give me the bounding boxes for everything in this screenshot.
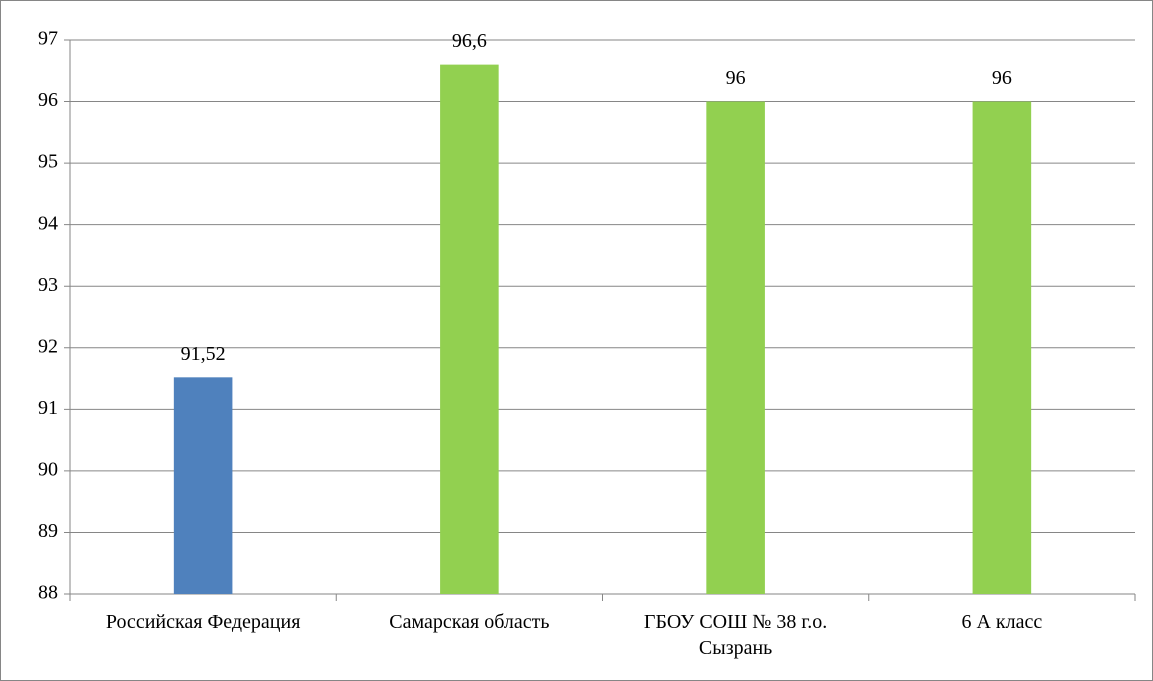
bar — [440, 64, 499, 595]
bar — [706, 101, 765, 595]
x-tick-label: 6 А класс — [961, 611, 1043, 633]
y-tick-label: 95 — [38, 151, 58, 173]
x-tick-label: Самарская область — [389, 611, 550, 633]
bar — [972, 101, 1032, 595]
y-tick-label: 90 — [38, 458, 58, 480]
bar — [173, 377, 233, 594]
y-tick-label: 97 — [38, 28, 58, 50]
y-tick-label: 89 — [38, 520, 58, 542]
y-tick-label: 93 — [38, 274, 58, 296]
x-tick-label: ГБОУ СОШ № 38 г.о. Сызрань — [643, 611, 828, 659]
data-label: 91,52 — [181, 343, 226, 365]
y-tick-label: 94 — [38, 212, 58, 234]
y-tick-label: 96 — [38, 89, 58, 111]
y-tick-label: 91 — [38, 397, 58, 419]
y-tick-label: 92 — [38, 335, 58, 357]
data-label: 96 — [726, 67, 746, 89]
x-tick-label: Российская Федерация — [105, 611, 301, 633]
data-label: 96,6 — [452, 30, 487, 52]
y-tick-label: 88 — [38, 582, 58, 604]
data-label: 96 — [992, 67, 1012, 89]
